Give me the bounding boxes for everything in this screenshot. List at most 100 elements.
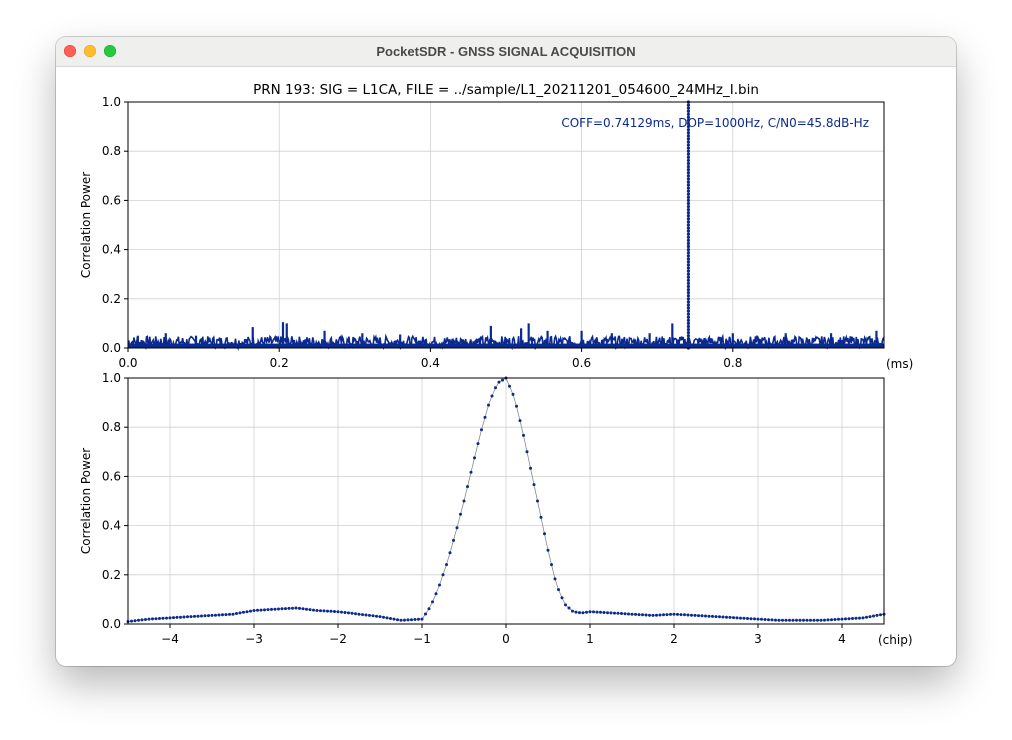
zoom-window-button[interactable] <box>104 45 116 57</box>
bottom-chart-point <box>490 394 494 398</box>
bottom-chart-y-tick-label: 0.4 <box>102 519 121 533</box>
bottom-chart-point <box>214 613 217 617</box>
top-chart-y-ticks: 0.0 0.2 0.4 0.6 0.8 1.0 <box>102 95 128 355</box>
top-chart-peak-point <box>686 331 691 335</box>
bottom-chart-point <box>725 615 728 619</box>
bottom-chart-point <box>798 618 802 622</box>
bottom-chart-series <box>126 376 886 623</box>
top-chart-peak-point <box>686 115 691 119</box>
bottom-chart-point <box>665 613 669 617</box>
bottom-chart-point <box>494 386 497 390</box>
bottom-chart-point <box>371 614 375 618</box>
bottom-chart-point <box>301 607 305 611</box>
bottom-chart-point <box>455 526 459 530</box>
top-chart-peak-point <box>686 238 691 242</box>
bottom-chart-point <box>865 615 868 619</box>
bottom-chart-point <box>595 610 599 614</box>
bottom-chart-point <box>508 384 511 388</box>
bottom-chart-point <box>522 433 525 437</box>
bottom-chart-point <box>221 613 224 617</box>
bottom-chart-point <box>651 613 655 617</box>
top-chart-frame <box>127 101 885 349</box>
bottom-chart-point <box>585 610 588 614</box>
bottom-chart-point <box>560 596 564 600</box>
bottom-chart-point <box>287 606 291 610</box>
top-chart-peak-point <box>686 244 691 249</box>
bottom-chart-point <box>550 563 553 567</box>
top-chart-peak-point <box>686 118 691 123</box>
bottom-chart-point <box>532 483 536 487</box>
bottom-chart-point <box>868 615 872 619</box>
bottom-chart-point <box>420 617 424 621</box>
top-chart-peak-point <box>686 155 691 159</box>
bottom-chart-point <box>343 611 347 614</box>
bottom-chart-grid <box>128 378 884 624</box>
bottom-chart-point <box>511 392 515 396</box>
bottom-chart-point <box>487 403 490 407</box>
bottom-chart-point <box>336 610 340 614</box>
bottom-chart-point <box>448 551 452 555</box>
bottom-chart-point <box>259 608 263 612</box>
bottom-chart-point <box>606 611 609 615</box>
bottom-chart-point <box>228 612 231 616</box>
bottom-chart-point <box>630 612 634 616</box>
top-chart-x-tick-label: 0.6 <box>572 356 591 370</box>
bottom-chart-point <box>767 618 770 622</box>
bottom-chart-point <box>627 612 630 616</box>
top-chart-peak-point <box>686 161 691 166</box>
top-chart-peak-point <box>686 337 691 341</box>
bottom-chart-point <box>833 618 837 621</box>
top-chart-peak-point <box>686 297 691 301</box>
top-chart-peak-point <box>686 109 691 113</box>
close-window-button[interactable] <box>64 45 76 57</box>
top-chart-peak-point <box>686 235 691 239</box>
bottom-chart-point <box>308 608 312 612</box>
top-chart-y-tick-label: 0.8 <box>102 144 121 158</box>
bottom-chart-x-tick-label: −2 <box>329 632 347 646</box>
bottom-chart-point <box>207 614 210 618</box>
top-chart-peak-point <box>686 226 691 230</box>
top-chart-y-tick-label: 0.4 <box>102 243 121 257</box>
top-chart-peak-point <box>686 174 691 178</box>
bottom-chart-point <box>735 616 739 620</box>
bottom-chart-point <box>781 618 784 622</box>
top-chart-peak-point <box>686 309 691 313</box>
bottom-chart-point <box>830 618 833 622</box>
bottom-chart-point <box>417 617 420 621</box>
title-bar[interactable]: PocketSDR - GNSS SIGNAL ACQUISITION <box>56 37 956 67</box>
bottom-chart-point <box>424 612 427 616</box>
bottom-chart-point <box>466 485 469 489</box>
minimize-window-button[interactable] <box>84 45 96 57</box>
bottom-chart-point <box>795 618 798 622</box>
bottom-chart-point <box>641 613 644 617</box>
top-chart-peak-point <box>686 140 691 144</box>
bottom-chart-point <box>249 609 252 613</box>
bottom-chart-point <box>613 611 616 615</box>
top-chart-peak-point <box>686 315 691 319</box>
bottom-chart-point <box>791 618 795 622</box>
bottom-chart-point <box>193 614 196 618</box>
bottom-chart-point <box>445 563 448 567</box>
window-title: PocketSDR - GNSS SIGNAL ACQUISITION <box>376 44 636 59</box>
bottom-chart-point <box>655 613 658 617</box>
bottom-chart-x-tick-label: 3 <box>754 632 762 646</box>
bottom-chart-point <box>770 618 774 622</box>
top-chart-peak-point <box>686 220 691 224</box>
bottom-chart-point <box>189 615 193 619</box>
top-chart-peak-point <box>686 343 691 347</box>
bottom-chart-point <box>732 616 735 620</box>
bottom-chart-point <box>196 614 200 618</box>
top-chart-x-tick-label: 0.8 <box>723 356 742 370</box>
bottom-chart-point <box>280 607 284 611</box>
top-chart-peak-point <box>686 103 691 107</box>
top-chart-peak-point <box>686 284 691 289</box>
bottom-chart-y-tick-label: 0.8 <box>102 420 121 434</box>
bottom-chart-point <box>200 614 203 618</box>
bottom-chart-point <box>840 617 844 621</box>
top-chart-peak-point <box>686 291 691 295</box>
bottom-chart-point <box>536 499 539 503</box>
bottom-chart-point <box>161 616 165 620</box>
bottom-chart-point <box>637 613 641 617</box>
bottom-chart-point <box>763 618 767 621</box>
bottom-chart-point <box>634 612 637 616</box>
